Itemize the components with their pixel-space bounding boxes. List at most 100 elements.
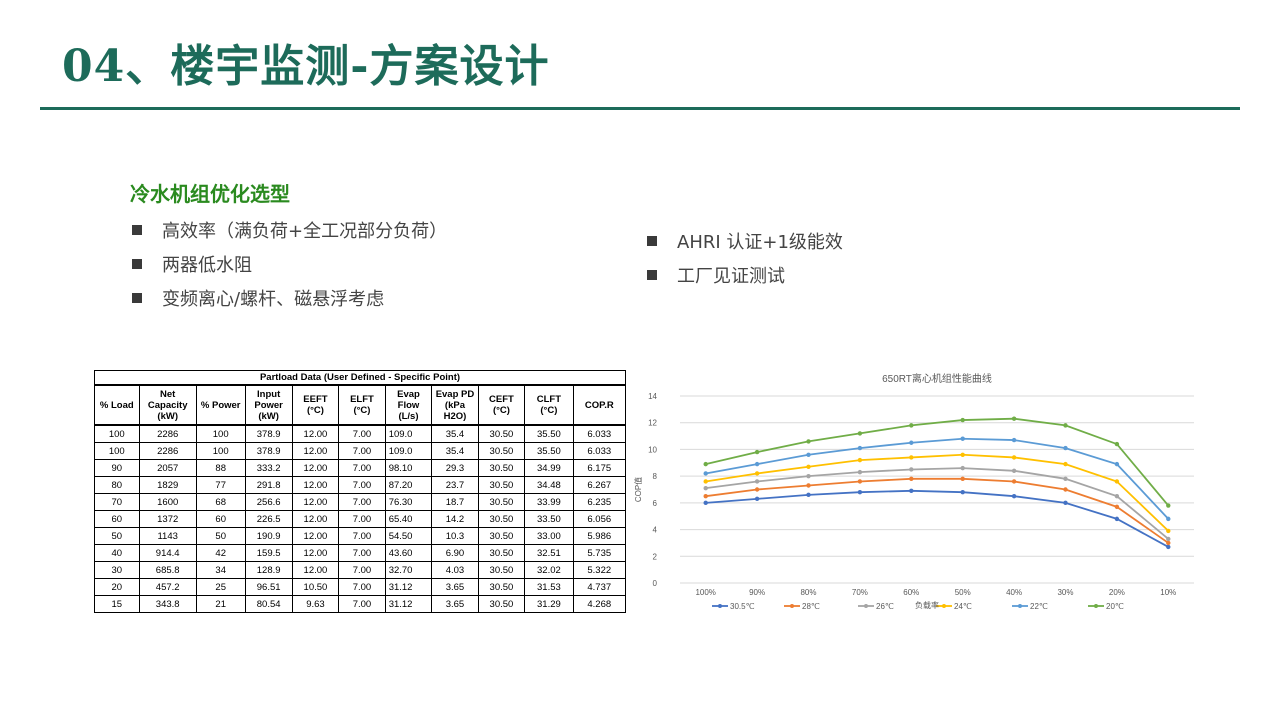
data-point [703, 485, 708, 491]
table-cell: 65.40 [384, 510, 433, 528]
table-cell: 40 [94, 544, 140, 562]
table-cell: 87.20 [384, 476, 433, 494]
table-cell: 80 [94, 476, 140, 494]
page-title: 04、楼宇监测-方案设计 [62, 41, 550, 92]
y-tick-label: 2 [653, 552, 658, 561]
bullet-list-right: AHRI 认证+1级能效 工厂见证测试 [647, 226, 843, 294]
data-point [857, 431, 863, 436]
square-bullet-icon [132, 225, 142, 235]
legend-marker [790, 604, 794, 608]
bullet-item: 高效率（满负荷+全工况部分负荷） [132, 215, 447, 249]
table-cell: 14.2 [431, 510, 479, 528]
table-cell: 34.99 [524, 459, 574, 477]
y-tick-label: 10 [648, 445, 657, 454]
table-cell: 12.00 [291, 493, 340, 511]
table-cell: 23.7 [431, 476, 479, 494]
table-cell: 30.50 [477, 527, 526, 545]
data-point [960, 417, 965, 423]
data-point [857, 479, 863, 484]
data-point [1011, 468, 1017, 473]
table-cell: 378.9 [244, 424, 293, 443]
y-tick-label: 4 [653, 526, 658, 535]
data-point [909, 455, 914, 460]
table-cell: 35.4 [431, 424, 479, 443]
data-point [806, 492, 811, 498]
legend-label: 22℃ [1030, 602, 1048, 611]
table-cell: 100 [195, 424, 246, 443]
data-point [703, 500, 708, 506]
table-row: 100 2286 100 378.9 12.00 7.00 109.0 35.4 30.50 35… [94, 442, 627, 460]
bullet-item: 两器低水阻 [132, 249, 447, 283]
table-cell: 96.51 [244, 578, 293, 596]
x-tick-label: 20% [1109, 588, 1125, 597]
table-row: 80 1829 77 291.8 12.00 7.00 87.20 23.7 30.50 34.4… [94, 476, 627, 494]
data-point [754, 449, 760, 455]
data-point [806, 483, 811, 488]
table-cell: 7.00 [338, 544, 386, 562]
table-cell: 12.00 [291, 442, 340, 460]
x-tick-label: 80% [800, 588, 816, 597]
table-cell: 34 [195, 561, 246, 579]
col-header: Net Capacity (kW) [138, 384, 197, 426]
data-point [703, 479, 708, 484]
data-point [1166, 540, 1171, 546]
data-point [754, 496, 760, 502]
data-point [909, 467, 914, 472]
table-cell: 32.02 [524, 561, 574, 579]
chart-title: 650RT离心机组性能曲线 [882, 372, 992, 385]
data-point [1114, 461, 1120, 467]
square-bullet-icon [647, 270, 657, 280]
table-cell: 6.267 [572, 476, 627, 494]
table-cell: 30.50 [477, 493, 526, 511]
table-cell: 109.0 [384, 424, 433, 443]
table-cell: 6.175 [572, 459, 627, 477]
data-point [1011, 493, 1017, 499]
data-point [1166, 528, 1171, 534]
data-point [1063, 476, 1068, 482]
table-cell: 33.50 [524, 510, 574, 528]
table-cell: 291.8 [244, 476, 293, 494]
table-cell: 6.056 [572, 510, 627, 528]
bullet-item: AHRI 认证+1级能效 [647, 226, 843, 260]
table-row: 100 2286 100 378.9 12.00 7.00 109.0 35.4 30.50 35… [94, 424, 627, 443]
table-cell: 12.00 [291, 527, 340, 545]
x-tick-label: 70% [852, 588, 868, 597]
data-point [857, 469, 863, 475]
table-cell: 7.00 [338, 595, 386, 613]
bullet-text: 高效率（满负荷+全工况部分负荷） [162, 221, 448, 242]
data-point [806, 439, 811, 444]
table-cell: 5.735 [572, 544, 627, 562]
table-cell: 7.00 [338, 493, 386, 511]
data-point [1166, 516, 1171, 522]
data-point [1166, 503, 1171, 508]
partload-table: Partload Data (User Defined - Specific P… [94, 370, 627, 613]
table-cell: 60 [94, 510, 140, 528]
table-cell: 34.48 [524, 476, 574, 494]
table-cell: 31.53 [524, 578, 574, 596]
x-tick-label: 60% [903, 588, 919, 597]
data-point [703, 493, 708, 499]
col-header: ELFT (°C) [338, 384, 386, 426]
table-cell: 159.5 [244, 544, 293, 562]
data-point [960, 489, 965, 495]
table-cell: 31.12 [384, 578, 433, 596]
cop-line-chart: 650RT离心机组性能曲线 0 2 4 6 8 10 12 14 COP值 100% 90% 80% 70… [633, 372, 1194, 611]
data-point [960, 476, 965, 482]
table-cell: 343.8 [138, 595, 197, 613]
table-cell: 12.00 [291, 510, 340, 528]
table-cell: 30.50 [477, 442, 526, 460]
series-line-3 [705, 453, 1169, 532]
table-cell: 31.29 [524, 595, 574, 613]
table-cell: 68 [195, 493, 246, 511]
table-header-row: % Load Net Capacity (kW) % Power Input P… [94, 384, 627, 426]
legend-label: 30.5℃ [730, 602, 755, 611]
table-cell: 30.50 [477, 459, 526, 477]
data-point [703, 471, 708, 476]
legend-marker [864, 604, 868, 608]
table-cell: 7.00 [338, 561, 386, 579]
bullet-item: 变频离心/螺杆、磁悬浮考虑 [132, 283, 447, 317]
table-cell: 42 [195, 544, 246, 562]
table-cell: 80.54 [244, 595, 293, 613]
table-cell: 100 [94, 442, 140, 460]
col-header: CLFT (°C) [524, 384, 574, 426]
